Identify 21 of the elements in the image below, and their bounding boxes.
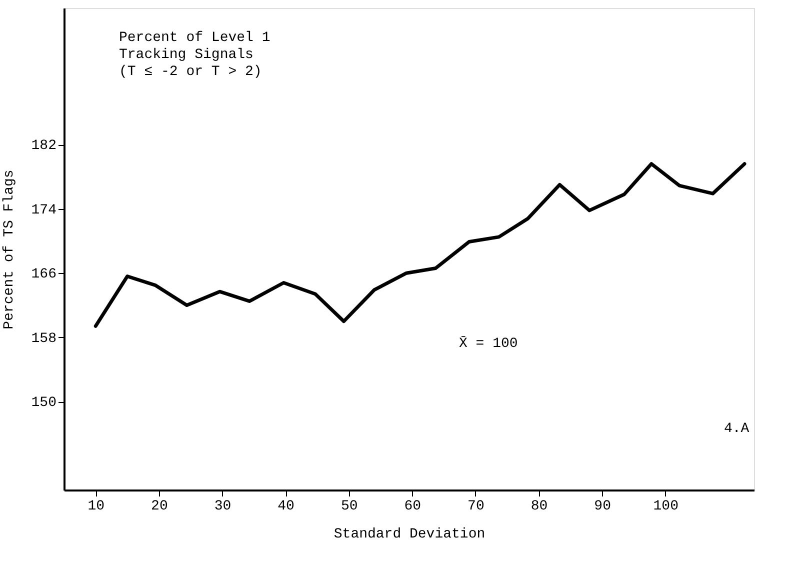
x-tick-label: 90	[594, 498, 611, 514]
y-axis-title: Percent of TS Flags	[1, 170, 18, 330]
annotation: 4.A	[724, 421, 750, 437]
y-tick-label: 158	[31, 330, 56, 347]
text: Percent of Level 1 Tracking Signals (T ≤ -2 or T > 2)	[119, 30, 270, 80]
x-tick-label: 40	[278, 498, 294, 514]
x-tick-label: 60	[404, 498, 422, 514]
x-axis-title: Standard Deviation	[334, 526, 486, 542]
x-tick-label: 50	[340, 498, 358, 514]
line-series	[94, 162, 746, 328]
y-tick-label: 166	[31, 266, 56, 283]
y-tick-label: 150	[31, 395, 56, 412]
y-tick-label: 174	[31, 202, 56, 218]
x-tick-label: 100	[653, 498, 678, 514]
x-tick-label: 30	[214, 498, 232, 514]
x-tick-label: 80	[530, 498, 548, 514]
x-tick-label: 10	[88, 498, 105, 514]
x-tick-label: 20	[151, 498, 168, 514]
annotation: X̄ = 100	[459, 336, 518, 352]
y-tick-label: 182	[31, 138, 56, 154]
x-tick-label: 70	[468, 498, 484, 514]
